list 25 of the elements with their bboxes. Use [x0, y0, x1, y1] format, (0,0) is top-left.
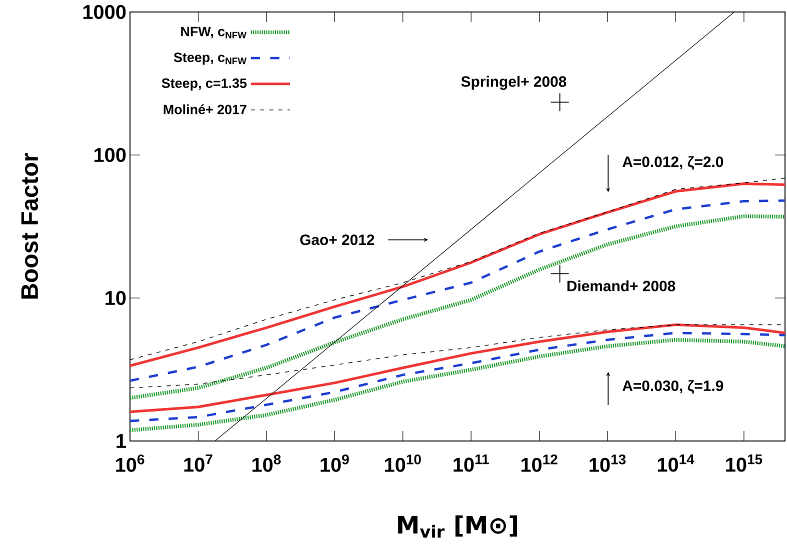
- legend-label: Moliné+ 2017: [164, 104, 246, 114]
- x-tick-label: 10$^{12}$: [521, 454, 558, 472]
- annotation: Diemand+ 2008: [567, 280, 676, 292]
- x-tick-label: 10$^{7}$: [184, 454, 212, 472]
- annotation: A=0.030, ζ=1.9: [622, 380, 724, 394]
- x-tick-label: 10$^{10}$: [385, 454, 421, 472]
- annotation: A=0.012, ζ=2.0: [622, 156, 724, 170]
- x-tick-label: 10$^{13}$: [590, 454, 626, 472]
- y-axis-title: Boost Factor: [21, 153, 38, 299]
- legend-label: Steep, c=1.35: [162, 78, 247, 91]
- y-tick-label: 10: [106, 290, 126, 306]
- y-tick-label: 100: [94, 148, 126, 162]
- x-tick-label: 10$^{15}$: [726, 454, 762, 472]
- annotation: Gao+ 2012: [300, 234, 374, 246]
- x-tick-label: 10$^{6}$: [116, 454, 144, 472]
- legend-label: Steep, c$_{NFW}$: [174, 52, 246, 65]
- y-tick-label: 1: [116, 434, 126, 448]
- annotation: Springel+ 2008: [461, 76, 566, 90]
- x-axis-title: M$_{vir}$ [M⊙]: [398, 515, 518, 538]
- x-tick-label: 10$^{14}$: [658, 454, 694, 472]
- legend-label: NFW, c$_{NFW}$: [181, 26, 246, 38]
- x-tick-label: 10$^{11}$: [454, 454, 489, 472]
- x-tick-label: 10$^{8}$: [252, 454, 281, 472]
- y-tick-label: 1000: [83, 4, 126, 20]
- x-tick-label: 10$^{9}$: [320, 454, 349, 472]
